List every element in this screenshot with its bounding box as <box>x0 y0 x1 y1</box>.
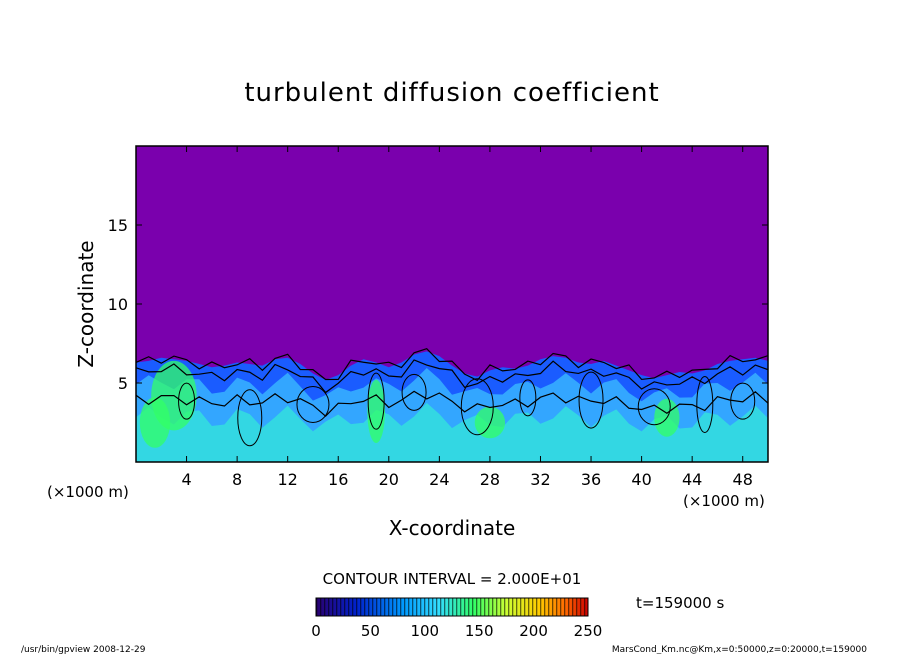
y-axis-label: Z-coordinate <box>74 240 98 367</box>
x-tick-label: 36 <box>581 470 601 489</box>
x-tick-label: 12 <box>278 470 298 489</box>
y-axis-ticks: 5 10 15 <box>108 216 768 393</box>
colorbar-ticks: 0 50 100 150 200 250 <box>311 622 602 640</box>
x-axis-label: X-coordinate <box>389 516 516 540</box>
x-unit-label-right: (×1000 m) <box>683 492 765 510</box>
x-tick-label: 48 <box>733 470 753 489</box>
contour-plume <box>696 375 714 433</box>
x-tick-label: 20 <box>379 470 399 489</box>
footer-left: /usr/bin/gpview 2008-12-29 <box>21 645 146 654</box>
contour-plume <box>578 371 604 429</box>
colorbar-tick-label: 50 <box>361 622 380 640</box>
contour-plume <box>237 389 263 447</box>
x-tick-label: 16 <box>328 470 348 489</box>
colorbar-tick-label: 100 <box>410 622 439 640</box>
field-layers <box>136 351 768 462</box>
contour-line <box>136 348 768 382</box>
contour-lines <box>136 348 768 447</box>
colorbar-tick-label: 0 <box>311 622 321 640</box>
x-tick-label: 44 <box>682 470 702 489</box>
contour-plume <box>637 388 671 426</box>
y-tick-label: 5 <box>118 374 128 393</box>
footer-right: MarsCond_Km.nc@Km,x=0:50000,z=0:20000,t=… <box>612 645 867 654</box>
colorbar-frame <box>315 597 589 617</box>
x-tick-label: 40 <box>631 470 651 489</box>
colorbar-tick-label: 150 <box>465 622 494 640</box>
x-axis-ticks: 4 8 12 16 20 24 28 32 36 40 44 48 <box>181 146 753 489</box>
contour-interval-text: CONTOUR INTERVAL = 2.000E+01 <box>323 570 582 588</box>
chart-title: turbulent diffusion coefficient <box>244 78 659 108</box>
contour-plume <box>367 372 385 430</box>
contour-plume <box>460 378 494 436</box>
peak-patch <box>367 379 386 444</box>
x-unit-label-left: (×1000 m) <box>47 483 129 501</box>
contour-plume <box>730 382 756 420</box>
colorbar: 0 50 100 150 200 250 <box>311 597 602 640</box>
plot-area <box>136 146 768 462</box>
contour-line <box>136 359 768 394</box>
x-tick-label: 24 <box>429 470 449 489</box>
contour-plume <box>519 379 537 417</box>
layer-high <box>136 402 768 462</box>
x-tick-label: 32 <box>530 470 550 489</box>
x-tick-label: 4 <box>181 470 191 489</box>
y-tick-label: 15 <box>108 216 128 235</box>
contour-plume <box>296 385 330 423</box>
y-tick-label: 10 <box>108 295 128 314</box>
x-tick-label: 8 <box>232 470 242 489</box>
contour-plume <box>178 382 196 420</box>
colorbar-stripes <box>316 598 588 616</box>
contour-plume <box>401 373 427 411</box>
peak-patch <box>474 406 506 439</box>
colorbar-tick-label: 200 <box>519 622 548 640</box>
x-tick-label: 28 <box>480 470 500 489</box>
time-label: t=159000 s <box>636 594 724 612</box>
peak-patch <box>139 397 171 448</box>
colorbar-tick-label: 250 <box>574 622 603 640</box>
